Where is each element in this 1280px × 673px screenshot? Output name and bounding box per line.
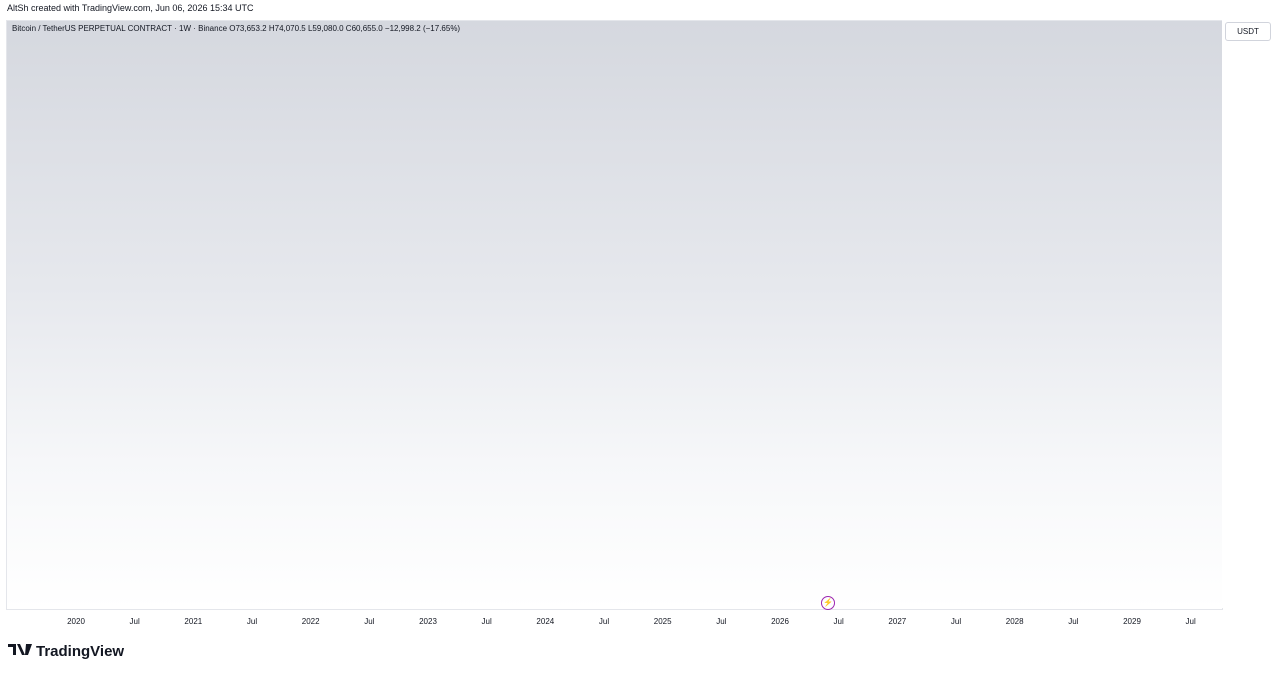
time-tick-label: Jul	[833, 617, 844, 626]
time-tick-label: 2024	[536, 617, 555, 626]
time-tick-label: Jul	[364, 617, 375, 626]
brand-name: TradingView	[36, 642, 125, 660]
time-tick-label: 2020	[67, 617, 85, 626]
price-axis[interactable]	[1222, 20, 1280, 608]
time-tick-label: Jul	[481, 617, 492, 626]
currency-button[interactable]: USDT	[1225, 22, 1271, 41]
tradingview-logo-icon	[8, 642, 32, 660]
time-tick-label: Jul	[129, 617, 140, 626]
time-tick-label: Jul	[246, 617, 258, 626]
lightning-event-icon[interactable]: ⚡	[821, 596, 835, 610]
time-tick-label: Jul	[598, 617, 610, 626]
time-tick-label: Jul	[1185, 617, 1196, 626]
symbol-ohlc-legend[interactable]: Bitcoin / TetherUS PERPETUAL CONTRACT · …	[12, 24, 461, 33]
time-tick-label: Jul	[716, 617, 727, 626]
time-tick-label: 2025	[653, 617, 672, 626]
time-tick-label: 2029	[1123, 617, 1141, 626]
time-tick-label: 2028	[1005, 617, 1024, 626]
created-by-caption: AltSh created with TradingView.com, Jun …	[7, 3, 254, 13]
chart-pane[interactable]	[6, 20, 1223, 610]
time-tick-label: 2027	[888, 617, 907, 626]
time-tick-label: 2021	[184, 617, 203, 626]
tradingview-logo[interactable]: TradingView	[8, 642, 124, 660]
time-tick-label: Jul	[1068, 617, 1079, 626]
time-tick-label: Jul	[950, 617, 962, 626]
time-tick-label: 2023	[419, 617, 437, 626]
time-tick-label: 2026	[771, 617, 789, 626]
time-tick-label: 2022	[301, 617, 320, 626]
